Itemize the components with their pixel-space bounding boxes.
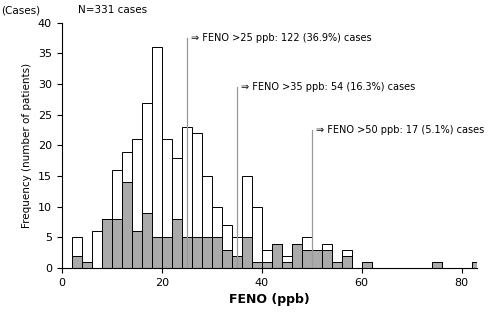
Bar bbox=[152, 47, 162, 268]
Bar bbox=[142, 103, 152, 268]
Bar bbox=[322, 244, 332, 268]
Bar bbox=[102, 219, 112, 268]
Bar bbox=[292, 244, 302, 268]
Bar bbox=[182, 237, 192, 268]
Bar bbox=[312, 250, 322, 268]
Bar bbox=[232, 256, 241, 268]
Bar bbox=[122, 182, 132, 268]
X-axis label: FENO (ppb): FENO (ppb) bbox=[229, 294, 310, 306]
Bar bbox=[192, 133, 202, 268]
Bar bbox=[82, 262, 92, 268]
Bar bbox=[132, 232, 141, 268]
Bar bbox=[172, 158, 181, 268]
Bar bbox=[332, 262, 342, 268]
Bar bbox=[192, 237, 202, 268]
Bar bbox=[332, 262, 342, 268]
Bar bbox=[432, 262, 442, 268]
Bar bbox=[112, 219, 122, 268]
Bar bbox=[92, 232, 102, 268]
Bar bbox=[342, 250, 351, 268]
Bar bbox=[152, 237, 162, 268]
Bar bbox=[242, 237, 252, 268]
Bar bbox=[242, 176, 252, 268]
Bar bbox=[312, 250, 322, 268]
Bar bbox=[72, 256, 82, 268]
Bar bbox=[212, 237, 222, 268]
Bar bbox=[252, 262, 262, 268]
Bar bbox=[182, 127, 192, 268]
Bar bbox=[292, 244, 302, 268]
Y-axis label: Frequency (number of patients): Frequency (number of patients) bbox=[22, 63, 32, 228]
Text: ⇒ FENO >35 ppb: 54 (16.3%) cases: ⇒ FENO >35 ppb: 54 (16.3%) cases bbox=[240, 82, 415, 92]
Bar bbox=[112, 170, 122, 268]
Bar bbox=[202, 237, 211, 268]
Bar bbox=[222, 250, 232, 268]
Bar bbox=[272, 244, 281, 268]
Bar bbox=[472, 262, 482, 268]
Bar bbox=[472, 262, 482, 268]
Bar bbox=[432, 262, 442, 268]
Text: ⇒ FENO >25 ppb: 122 (36.9%) cases: ⇒ FENO >25 ppb: 122 (36.9%) cases bbox=[190, 33, 372, 43]
Bar bbox=[282, 256, 292, 268]
Bar bbox=[222, 225, 232, 268]
Bar bbox=[172, 219, 181, 268]
Bar bbox=[202, 176, 211, 268]
Bar bbox=[102, 219, 112, 268]
Bar bbox=[302, 237, 312, 268]
Bar bbox=[302, 250, 312, 268]
Bar bbox=[132, 139, 141, 268]
Text: ⇒ FENO >50 ppb: 17 (5.1%) cases: ⇒ FENO >50 ppb: 17 (5.1%) cases bbox=[316, 125, 484, 135]
Bar bbox=[262, 262, 272, 268]
Bar bbox=[282, 262, 292, 268]
Bar bbox=[262, 250, 272, 268]
Bar bbox=[362, 262, 372, 268]
Bar bbox=[162, 237, 172, 268]
Bar bbox=[142, 213, 152, 268]
Text: (Cases): (Cases) bbox=[2, 5, 40, 15]
Bar bbox=[232, 237, 241, 268]
Bar bbox=[252, 207, 262, 268]
Text: N=331 cases: N=331 cases bbox=[78, 5, 148, 15]
Bar bbox=[322, 250, 332, 268]
Bar bbox=[362, 262, 372, 268]
Bar bbox=[272, 244, 281, 268]
Bar bbox=[212, 207, 222, 268]
Bar bbox=[72, 237, 82, 268]
Bar bbox=[82, 262, 92, 268]
Bar bbox=[122, 152, 132, 268]
Bar bbox=[162, 139, 172, 268]
Bar bbox=[342, 256, 351, 268]
